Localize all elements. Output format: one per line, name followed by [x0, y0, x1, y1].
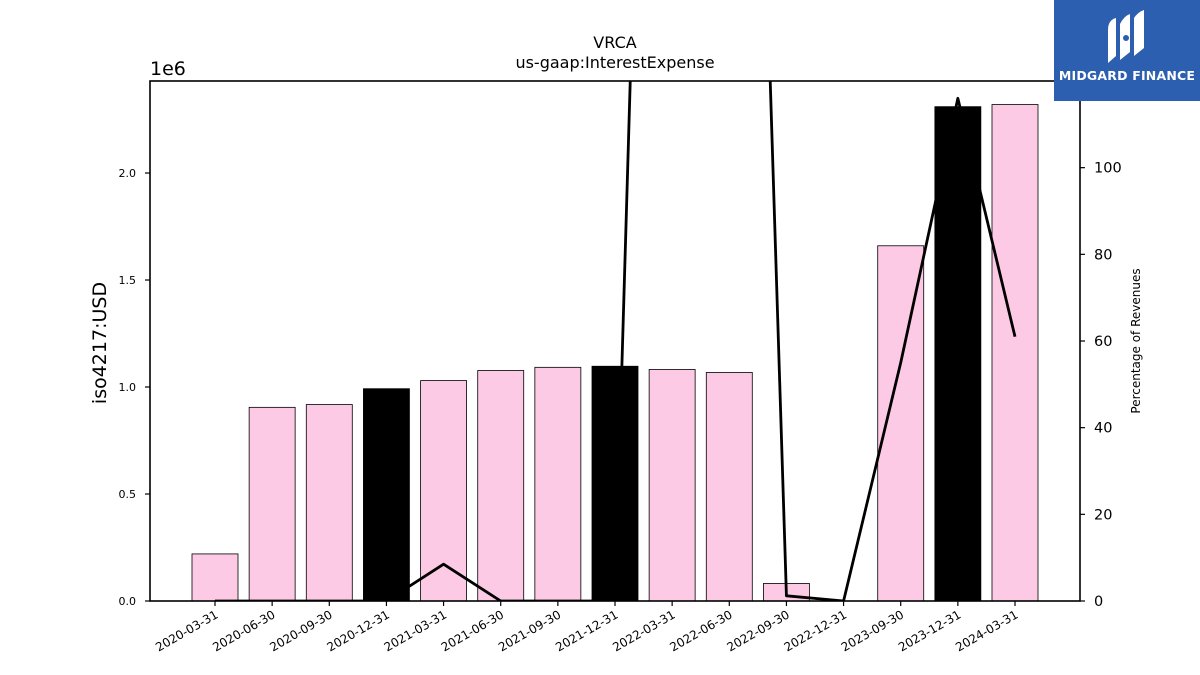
y2-tick-label: 80	[1094, 247, 1112, 263]
y2-axis: 0 20 40 60 80 100	[1080, 161, 1122, 610]
x-tick-label: 2020-06-30	[210, 607, 277, 654]
x-tick-label: 2020-03-31	[153, 607, 220, 654]
percentage-line-series	[215, 81, 1017, 601]
y-tick-label: 2.0	[119, 167, 137, 180]
bar-2022-03-31	[648, 369, 696, 602]
brand-logo: MIDGARD FINANCE	[1054, 0, 1200, 101]
x-tick-label: 2020-12-31	[325, 607, 392, 654]
x-tick-label: 2024-03-31	[953, 607, 1020, 654]
x-tick-label: 2021-06-30	[439, 607, 506, 654]
y2-tick-label: 60	[1094, 334, 1112, 350]
x-tick-label: 2021-12-31	[553, 607, 620, 654]
x-tick-label: 2022-03-31	[610, 607, 677, 654]
x-tick-label: 2023-09-30	[839, 607, 906, 654]
y-offset-label: 1e6	[150, 58, 186, 80]
x-axis: 2020-03-312020-06-302020-09-302020-12-31…	[153, 601, 1021, 654]
y-axis-label: iso4217:USD	[89, 282, 111, 404]
x-tick-label: 2022-06-30	[667, 607, 734, 654]
bar-2020-03-31	[191, 553, 239, 602]
x-tick-label: 2023-12-31	[896, 607, 963, 654]
midgard-logo-icon	[1108, 10, 1144, 63]
y2-tick-label: 100	[1094, 161, 1122, 177]
x-tick-label: 2020-09-30	[267, 607, 334, 654]
y2-tick-label: 40	[1094, 421, 1112, 437]
y-tick-label: 1.0	[119, 381, 137, 394]
x-tick-label: 2021-03-31	[382, 607, 449, 654]
y-tick-label: 1.5	[119, 274, 137, 287]
bar-2021-03-31	[420, 380, 467, 602]
brand-name: MIDGARD FINANCE	[1058, 68, 1196, 83]
x-tick-label: 2021-09-30	[496, 607, 563, 654]
y2-tick-label: 0	[1094, 594, 1103, 610]
bar-2021-06-30	[477, 370, 525, 602]
bar-2023-09-30	[877, 245, 925, 602]
x-tick-label: 2022-09-30	[725, 607, 792, 654]
percentage-line	[215, 81, 1017, 601]
chart-subtitle: us-gaap:InterestExpense	[515, 53, 714, 72]
y2-tick-label: 20	[1094, 507, 1112, 523]
chart-title: VRCA	[593, 33, 636, 52]
y2-axis-label: Percentage of Revenues	[1129, 268, 1143, 413]
y-axis: 0.0 0.5 1.0 1.5 2.0	[119, 167, 150, 608]
bar-2020-06-30	[248, 406, 296, 602]
bar-2023-12-31	[934, 106, 982, 602]
bar-2024-03-31	[991, 104, 1039, 602]
bar-2020-12-31	[363, 388, 410, 602]
bar-series	[191, 104, 1039, 602]
bar-2020-09-30	[305, 404, 353, 602]
bar-2022-06-30	[705, 372, 753, 602]
y-tick-label: 0.0	[119, 595, 137, 608]
y-tick-label: 0.5	[119, 488, 137, 501]
bar-2021-09-30	[534, 366, 582, 602]
x-tick-label: 2022-12-31	[782, 607, 849, 654]
